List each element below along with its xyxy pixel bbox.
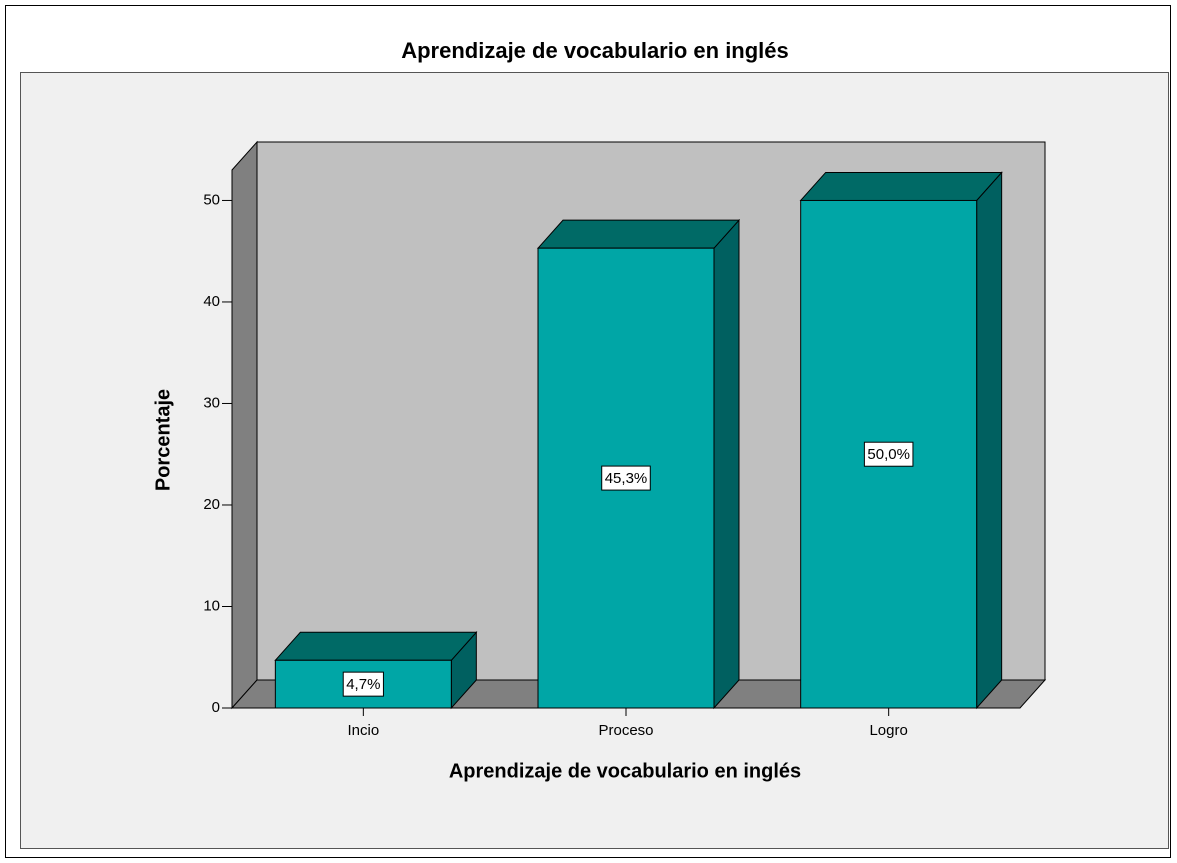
left-wall (231, 140, 258, 710)
y-tick-label: 20 (203, 496, 220, 513)
value-label-box (863, 441, 914, 467)
x-tick-label: Logro (869, 722, 907, 739)
x-tick-label: Incio (347, 722, 379, 739)
y-tick-label: 50 (203, 191, 220, 208)
x-tick-label: Proceso (598, 722, 653, 739)
y-tick-label: 10 (203, 597, 220, 614)
bar (274, 630, 478, 710)
bar-top (274, 631, 478, 661)
chart-title: Aprendizaje de vocabulario en inglés (401, 38, 789, 63)
value-label: 45,3% (605, 470, 648, 487)
bar (799, 171, 1003, 710)
value-label: 50,0% (867, 446, 910, 463)
value-label-box (342, 671, 384, 697)
y-tick-label: 0 (212, 699, 220, 716)
value-label-box (601, 465, 651, 491)
y-tick-label: 40 (203, 293, 220, 310)
bar-side (976, 171, 1003, 710)
y-tick-label: 30 (203, 394, 220, 411)
value-label: 4,7% (346, 676, 380, 693)
x-axis-label: Aprendizaje de vocabulario en inglés (449, 760, 801, 782)
y-axis-label: Porcentaje (152, 389, 174, 491)
bar-side (713, 218, 740, 710)
bar-top (799, 171, 1003, 201)
bar-top (536, 219, 741, 249)
bar (536, 218, 741, 710)
